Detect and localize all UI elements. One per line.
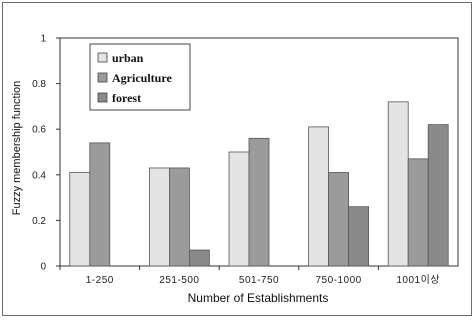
bar-agriculture	[407, 158, 429, 267]
bar-urban	[308, 126, 330, 267]
legend-label: forest	[112, 91, 141, 105]
x-tick-label: 1-250	[86, 275, 114, 286]
x-tick-label: 750-1000	[315, 275, 361, 286]
bar-urban	[69, 172, 91, 267]
bar-forest	[348, 206, 370, 267]
y-tick-label: 1	[40, 34, 46, 45]
y-tick-label: 0.4	[32, 170, 46, 181]
x-axis-label: Number of Establishments	[188, 291, 329, 305]
legend-swatch	[97, 52, 108, 63]
legend-swatch	[97, 72, 108, 83]
legend-label: Agriculture	[112, 71, 172, 85]
bar-urban	[148, 167, 170, 267]
bar-forest	[188, 249, 210, 267]
plot-area: 0 0.2 0.4 0.6 0.8 1 1-250 251-500 501-750 750-100…	[32, 34, 459, 286]
x-tick-label: 1001이상	[396, 274, 440, 286]
bar-agriculture	[328, 172, 350, 267]
y-tick-label: 0.8	[32, 79, 46, 90]
legend-swatch	[97, 92, 108, 103]
bar-urban	[387, 101, 409, 267]
bar-agriculture	[168, 167, 190, 267]
y-tick-label: 0.6	[32, 125, 46, 136]
x-tick-label: 501-750	[239, 275, 279, 286]
y-axis-label: Fuzzy membership function	[11, 81, 23, 216]
bar-agriculture	[248, 137, 270, 267]
x-tick-label: 251-500	[159, 275, 199, 286]
bar-urban	[228, 151, 250, 267]
bar-agriculture	[89, 142, 111, 267]
y-tick-label: 0	[40, 262, 46, 273]
bar-forest	[427, 124, 449, 267]
legend-label: urban	[112, 51, 144, 65]
y-tick-label: 0.2	[32, 216, 46, 227]
